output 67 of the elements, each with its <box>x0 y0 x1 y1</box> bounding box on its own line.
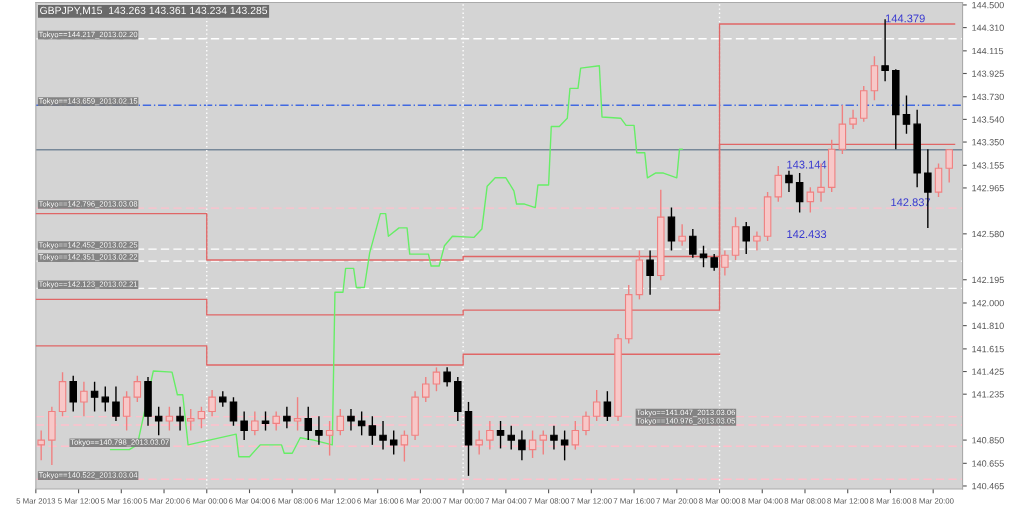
candlestick <box>336 408 345 437</box>
candlestick <box>261 410 270 432</box>
candlestick <box>379 420 387 451</box>
candlestick <box>69 375 77 413</box>
y-tick-label: 143.730 <box>972 93 1004 101</box>
annotation: 142.433 <box>787 230 827 239</box>
candlestick <box>507 425 515 451</box>
candlestick <box>785 169 793 193</box>
candlestick <box>154 406 163 437</box>
candlestick <box>347 408 355 432</box>
y-tick-label: 143.155 <box>972 162 1004 169</box>
candlestick <box>90 380 99 413</box>
y-tick-label: 142.195 <box>972 276 1004 284</box>
candlestick <box>432 366 441 392</box>
candlestick <box>240 410 248 441</box>
candlestick <box>945 148 953 184</box>
candlestick <box>753 230 761 252</box>
y-tick-label: 144.115 <box>972 47 1004 55</box>
y-tick-label: 143.925 <box>972 70 1004 77</box>
candlestick <box>721 249 729 277</box>
y-tick-label: 141.615 <box>972 345 1004 353</box>
candlestick <box>646 249 654 296</box>
candlestick <box>496 420 505 450</box>
y-tick-label: 141.235 <box>972 391 1004 398</box>
candlestick <box>689 228 697 259</box>
candlestick <box>283 406 291 429</box>
candlestick <box>443 366 451 388</box>
y-tick-label: 142.580 <box>972 230 1004 238</box>
y-tick-label: 142.000 <box>972 299 1004 307</box>
candlestick <box>357 410 366 437</box>
annotation: 143.144 <box>787 160 827 169</box>
candlestick <box>112 385 120 422</box>
candlestick <box>229 396 238 427</box>
y-tick-label: 140.850 <box>972 437 1004 444</box>
candlestick <box>667 206 676 252</box>
candlestick <box>795 172 804 214</box>
candlestick <box>678 223 686 247</box>
candlestick <box>550 425 558 451</box>
y-tick-label: 144.310 <box>972 24 1004 31</box>
candlestick <box>304 406 313 441</box>
candlestick <box>80 380 88 417</box>
candlestick <box>603 390 612 422</box>
y-tick-label: 142.965 <box>972 184 1004 192</box>
candlestick <box>934 162 943 198</box>
y-tick-label: 140.465 <box>972 482 1004 490</box>
y-tick-label: 143.540 <box>972 116 1004 123</box>
candlestick <box>133 375 142 403</box>
candlestick <box>389 429 398 456</box>
y-tick-label: 141.810 <box>972 322 1004 329</box>
candlestick <box>742 221 750 255</box>
candlestick <box>518 429 526 462</box>
y-tick-label: 140.655 <box>972 460 1004 467</box>
chart-title: GBPJPY,M15 143.263 143.361 143.234 143.285 <box>40 6 268 16</box>
candlestick <box>421 376 430 403</box>
y-tick-label: 143.350 <box>972 139 1004 146</box>
candlestick <box>849 109 857 130</box>
y-tick-label: 144.500 <box>972 1 1004 9</box>
candlestick <box>774 165 783 203</box>
y-tick-label: 141.425 <box>972 368 1004 375</box>
candlestick <box>315 415 323 446</box>
candlestick <box>902 94 911 135</box>
candlestick <box>560 429 569 462</box>
candlestick <box>368 415 377 446</box>
candlestick <box>101 385 110 413</box>
candlestick <box>699 245 708 268</box>
candlestick <box>176 406 184 432</box>
annotation: 144.379 <box>885 14 925 23</box>
